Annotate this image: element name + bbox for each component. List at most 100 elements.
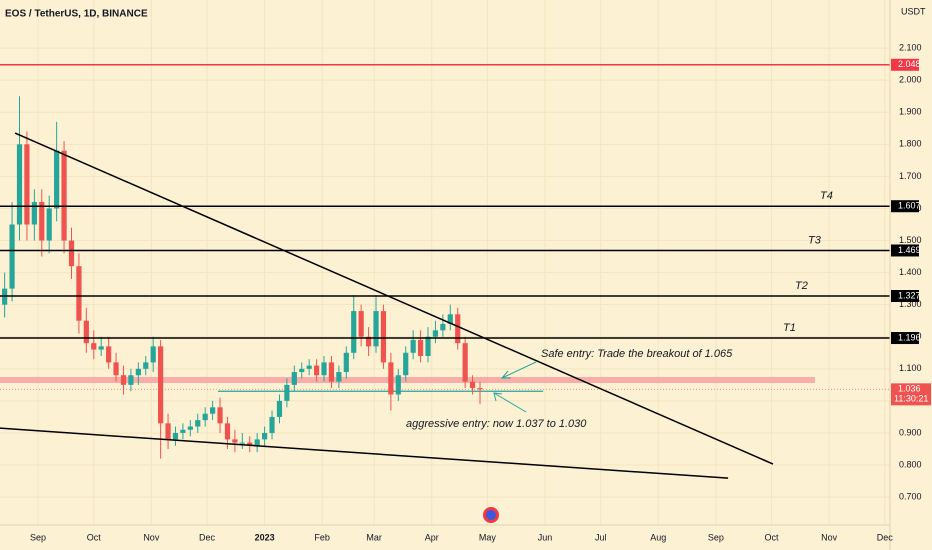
candle-body	[217, 407, 223, 424]
currency-label: USDT	[901, 6, 926, 16]
candle-body	[299, 368, 305, 373]
candle-body	[68, 240, 75, 267]
annotation-arrows	[493, 361, 537, 413]
candle-body	[83, 320, 89, 344]
x-tick-label: Oct	[765, 532, 780, 542]
x-tick-label: Sep	[30, 532, 46, 542]
candle-body	[98, 346, 104, 350]
arrow	[501, 361, 537, 379]
annotation: aggressive entry: now 1.037 to 1.030	[406, 418, 587, 430]
candle-body	[432, 330, 439, 337]
candle-body	[91, 343, 97, 350]
x-tick-label: Mar	[366, 532, 382, 542]
candle-body	[351, 311, 357, 353]
candle-body	[202, 413, 208, 421]
candle-body	[269, 416, 275, 433]
candle-body	[210, 407, 216, 414]
candle-body	[239, 442, 245, 444]
candle-body	[24, 144, 30, 225]
candle-body	[120, 375, 127, 385]
arrow-head	[500, 370, 511, 379]
candle-body	[180, 429, 186, 433]
y-tick-label: 1.700	[899, 171, 922, 181]
price-tag	[891, 290, 919, 303]
x-tick-label: Oct	[87, 532, 102, 542]
y-tick-label: 1.800	[899, 139, 922, 149]
candle-body	[388, 362, 394, 395]
y-tick-label: 2.000	[899, 75, 922, 85]
price-tag	[891, 58, 919, 71]
candle-body	[54, 150, 60, 209]
candle-body	[9, 224, 15, 289]
candle-body	[39, 202, 45, 241]
price-tag	[891, 332, 919, 345]
candle-body	[440, 323, 446, 331]
last-price-label: 1.036	[898, 384, 921, 394]
level-label: T2	[795, 280, 808, 292]
price-tag-label: 1.327	[898, 290, 921, 300]
x-tick-label: 2023	[255, 532, 275, 542]
candle-body	[254, 439, 260, 446]
price-tag-label: 2.048	[898, 59, 921, 69]
y-tick-label: 0.700	[899, 491, 922, 501]
candle-body	[276, 400, 283, 417]
y-tick-label: 0.900	[899, 427, 922, 437]
candle-body	[106, 346, 112, 363]
candle-body	[462, 343, 468, 382]
candle-body	[224, 423, 231, 440]
candle-body	[262, 432, 268, 440]
candle-body	[455, 314, 461, 344]
candle-body	[321, 362, 327, 376]
level-label: T1	[783, 322, 796, 334]
price-tag-label: 1.469	[898, 245, 921, 255]
price-tag	[891, 200, 919, 213]
logo-inner	[486, 510, 496, 520]
candle-body	[128, 375, 134, 385]
x-tick-label: Nov	[821, 532, 838, 542]
candle-body	[410, 339, 416, 353]
candle-body	[16, 144, 23, 225]
x-tick-label: Apr	[425, 532, 439, 542]
price-tag	[891, 244, 919, 257]
price-tag	[891, 383, 931, 406]
y-tick-label: 1.300	[899, 299, 922, 309]
candle-body	[477, 388, 483, 390]
y-tick-label: 1.100	[899, 363, 922, 373]
x-tick-label: Dec	[199, 532, 216, 542]
arrow	[493, 392, 527, 413]
y-tick-label: 2.100	[899, 42, 922, 52]
candle-body	[403, 352, 409, 376]
candle-body	[343, 352, 349, 373]
x-tick-label: Jun	[538, 532, 553, 542]
y-tick-label: 1.900	[899, 107, 922, 117]
candle-body	[172, 432, 179, 440]
candle-body	[31, 202, 37, 225]
candle-body	[284, 384, 290, 401]
y-tick-label: 0.800	[899, 459, 922, 469]
y-tick-label: 1.400	[899, 267, 922, 277]
marks	[0, 64, 890, 479]
candle-body	[232, 439, 238, 443]
price-tag-label: 1.196	[898, 332, 921, 342]
candle-body	[306, 365, 312, 369]
trendline	[0, 427, 729, 479]
level-label: T4	[820, 190, 833, 202]
candle-body	[247, 442, 253, 446]
candle-body	[336, 372, 342, 382]
candle-body	[373, 311, 379, 347]
candle-body	[358, 311, 364, 337]
candle-body	[187, 426, 193, 430]
countdown-label: 11:30:21	[894, 394, 928, 404]
chart-title: EOS / TetherUS, 1D, BINANCE	[5, 9, 148, 20]
logo	[483, 507, 499, 523]
candle-body	[135, 368, 141, 376]
candle-body	[61, 150, 67, 241]
candle-body	[328, 362, 335, 382]
y-tick-label: 1.500	[899, 235, 922, 245]
trendline	[14, 132, 774, 465]
x-tick-label: May	[479, 532, 497, 542]
candle-body	[76, 266, 82, 321]
candle-body	[195, 420, 201, 427]
arrow-head	[493, 392, 503, 402]
